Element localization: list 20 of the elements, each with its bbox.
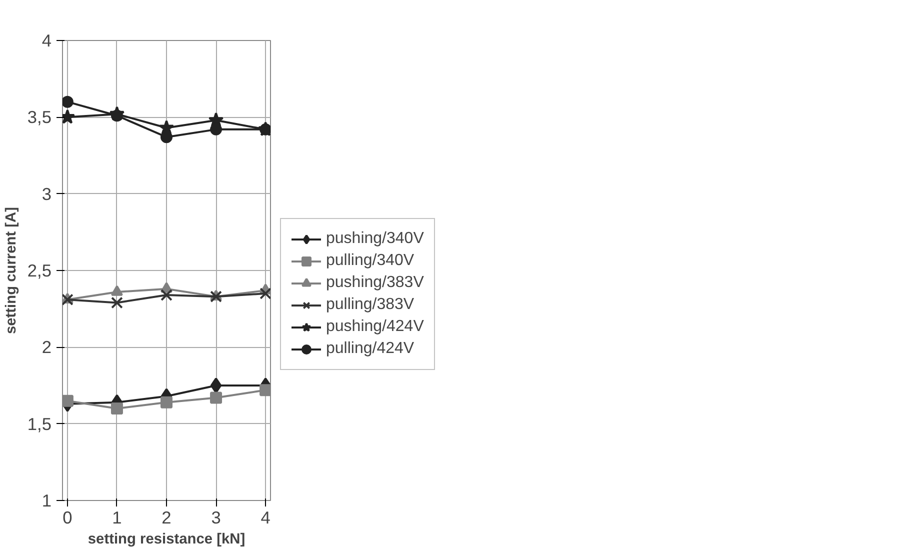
legend-label: pushing/340V <box>326 230 424 248</box>
legend-label: pulling/340V <box>326 252 414 270</box>
y-tick-label: 3,5 <box>27 107 52 128</box>
x-tick-label: 3 <box>211 508 221 528</box>
x-tick-label: 2 <box>162 508 172 528</box>
y-tick-label: 2,5 <box>27 260 52 280</box>
y-tick-label: 4 <box>42 30 52 50</box>
y-axis-title: setting current [A] <box>3 206 20 334</box>
legend-label: pushing/383V <box>326 274 424 292</box>
x-tick-label: 1 <box>112 508 122 528</box>
legend-label: pulling/383V <box>326 296 414 314</box>
y-tick-label: 3 <box>42 184 52 204</box>
legend-label: pulling/424V <box>326 340 414 358</box>
y-tick-label: 1,5 <box>27 414 52 434</box>
x-tick-label: 4 <box>260 508 271 528</box>
x-axis-title: setting resistance [kN] <box>88 532 246 548</box>
legend-label: pushing/424V <box>326 318 424 336</box>
y-tick-label: 1 <box>42 490 52 510</box>
x-tick-label: 0 <box>62 508 72 528</box>
y-tick-label: 2 <box>42 337 52 358</box>
